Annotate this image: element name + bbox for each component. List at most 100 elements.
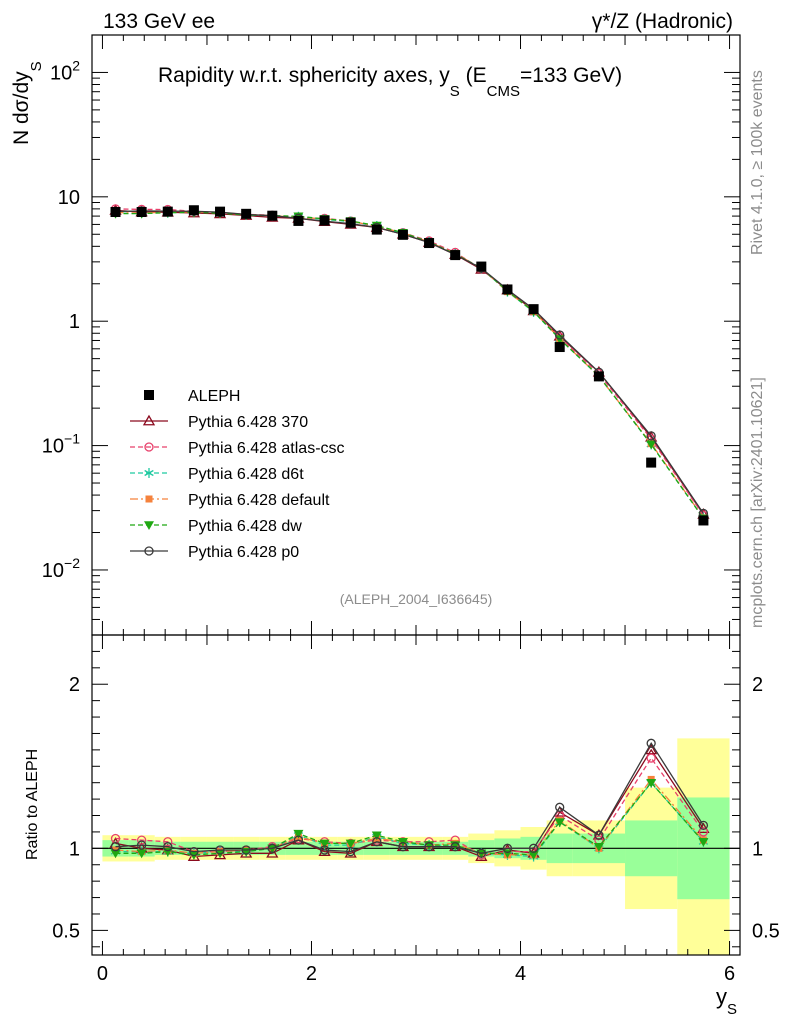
data-point — [646, 457, 657, 468]
ratio-marker-1 — [163, 837, 173, 847]
data-point — [110, 207, 121, 218]
y-tick-exp: 2 — [72, 57, 80, 73]
data-point — [215, 206, 226, 217]
x-tick-label: 2 — [306, 963, 317, 985]
main-line-1 — [115, 208, 704, 516]
y-tick-base: 10 — [42, 436, 64, 458]
data-point — [162, 206, 173, 217]
chart-title: Rapidity w.r.t. sphericity axes, yS (ECM… — [158, 64, 622, 100]
x-axis-label-sub: S — [727, 1001, 737, 1018]
legend-entry: Pythia 6.428 default — [188, 492, 330, 509]
ratio-marker-5 — [594, 830, 604, 840]
ratio-marker-5 — [136, 840, 147, 850]
ratio-marker-4 — [371, 831, 382, 841]
chart-title-sub1: S — [450, 83, 460, 100]
ratio-marker-5 — [450, 842, 460, 852]
legend-entry: Pythia 6.428 p0 — [188, 544, 299, 561]
ratio-marker-5 — [646, 738, 656, 748]
ratio-line-5 — [115, 742, 704, 854]
main-marker-5 — [646, 431, 656, 441]
ratio-series — [109, 738, 710, 862]
ratio-marker-5 — [189, 846, 199, 857]
legend: ALEPH Pythia 6.428 370 Pythia 6.428 atlas-… — [130, 388, 345, 561]
chart-title-main: Rapidity w.r.t. sphericity axes, y — [158, 64, 450, 87]
ratio-marker-5 — [528, 843, 539, 853]
ratio-marker-4 — [593, 842, 604, 852]
legend-entry: Pythia 6.428 d6t — [188, 466, 304, 483]
data-point — [345, 217, 356, 228]
rivet-label: Rivet 4.1.0, ≥ 100k events — [749, 70, 766, 255]
y-tick-label: 10−1 — [42, 431, 80, 458]
ratio-marker-5 — [398, 842, 408, 852]
ratio-marker-5 — [346, 846, 356, 857]
ratio-marker-1 — [698, 827, 709, 837]
legend-marker — [144, 442, 154, 452]
chart-title-end: =133 GeV) — [520, 64, 622, 87]
data-point — [424, 238, 435, 249]
ratio-marker-0 — [318, 845, 331, 857]
ratio-marker-5 — [319, 845, 330, 855]
mcplots-label: mcplots.cern.ch [arXiv:2401.10621] — [749, 377, 766, 628]
data-point — [293, 215, 304, 226]
ratio-marker-4 — [293, 829, 304, 839]
legend-marker — [145, 495, 153, 503]
ratio-marker-0 — [266, 846, 279, 858]
ratio-marker-5 — [293, 835, 304, 845]
header-left: 133 GeV ee — [103, 10, 215, 33]
ratio-marker-5 — [424, 842, 434, 852]
ratio-marker-5 — [698, 820, 709, 831]
main-line-4 — [115, 211, 704, 519]
ratio-marker-1 — [646, 753, 656, 763]
ratio-marker-5 — [110, 842, 121, 852]
ratio-marker-1 — [136, 835, 147, 845]
legend-marker — [144, 521, 154, 530]
legend-marker — [144, 468, 154, 478]
data-point — [136, 207, 147, 218]
ratio-marker-5 — [241, 845, 251, 855]
ratio-marker-5 — [502, 843, 513, 853]
data-point — [528, 304, 539, 315]
ratio-marker-5 — [476, 848, 486, 858]
data-point — [502, 284, 513, 295]
ratio-marker-5 — [372, 837, 382, 847]
main-marker-4 — [646, 440, 657, 450]
ratio-marker-4 — [528, 851, 539, 860]
ratio-marker-5 — [163, 842, 173, 852]
x-axis-label: yS — [716, 984, 737, 1018]
data-point — [476, 261, 487, 272]
header-right: γ*/Z (Hadronic) — [592, 10, 733, 33]
chart-title-sub2: CMS — [487, 83, 520, 100]
data-point — [319, 215, 330, 226]
x-tick-label: 0 — [97, 963, 108, 985]
main-series — [109, 204, 710, 526]
y-tick-label: 1 — [69, 311, 80, 333]
y-tick-base: 10 — [42, 560, 64, 582]
x-tick-label: 6 — [724, 963, 735, 985]
ratio-marker-0 — [344, 846, 357, 858]
ratio-tick-label-left: 1 — [69, 838, 80, 860]
ratio-marker-4 — [267, 844, 278, 854]
legend-entry: Pythia 6.428 370 — [188, 414, 308, 431]
legend-entry: Pythia 6.428 atlas-csc — [188, 440, 345, 457]
y-tick-label: 10 — [58, 187, 80, 209]
main-marker-5 — [555, 330, 565, 340]
legend-marker — [144, 546, 154, 556]
x-tick-label: 4 — [515, 963, 526, 985]
ratio-tick-label-right: 1 — [752, 838, 763, 860]
chart-title-mid: (E — [460, 64, 487, 87]
ratio-tick-label-left: 2 — [69, 674, 80, 696]
ratio-uncertainty-bands — [92, 738, 740, 955]
ratio-y-axis-label: Ratio to ALEPH — [24, 749, 41, 860]
y-axis-label-sub: S — [28, 61, 45, 71]
legend-entry: ALEPH — [188, 388, 240, 405]
legend-marker — [142, 414, 156, 426]
ratio-marker-4 — [110, 849, 121, 859]
data-point — [241, 208, 252, 219]
y-axis-label: N dσ/dyS — [10, 61, 45, 145]
y-axis-label-main: N dσ/dy — [10, 71, 33, 145]
y-tick-label: 102 — [50, 57, 80, 84]
ratio-tick-label-right: 0.5 — [752, 920, 780, 942]
ratio-marker-5 — [555, 802, 565, 812]
ratio-tick-label-left: 0.5 — [52, 920, 80, 942]
